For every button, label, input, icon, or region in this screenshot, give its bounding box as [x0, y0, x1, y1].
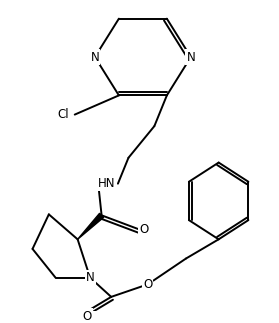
Text: O: O	[83, 309, 92, 323]
Text: N: N	[186, 50, 195, 64]
Text: HN: HN	[98, 177, 115, 190]
Text: N: N	[86, 271, 95, 284]
Text: O: O	[143, 278, 152, 291]
Text: Cl: Cl	[57, 108, 69, 121]
Polygon shape	[78, 213, 104, 239]
Text: N: N	[90, 50, 99, 64]
Text: O: O	[139, 223, 148, 236]
